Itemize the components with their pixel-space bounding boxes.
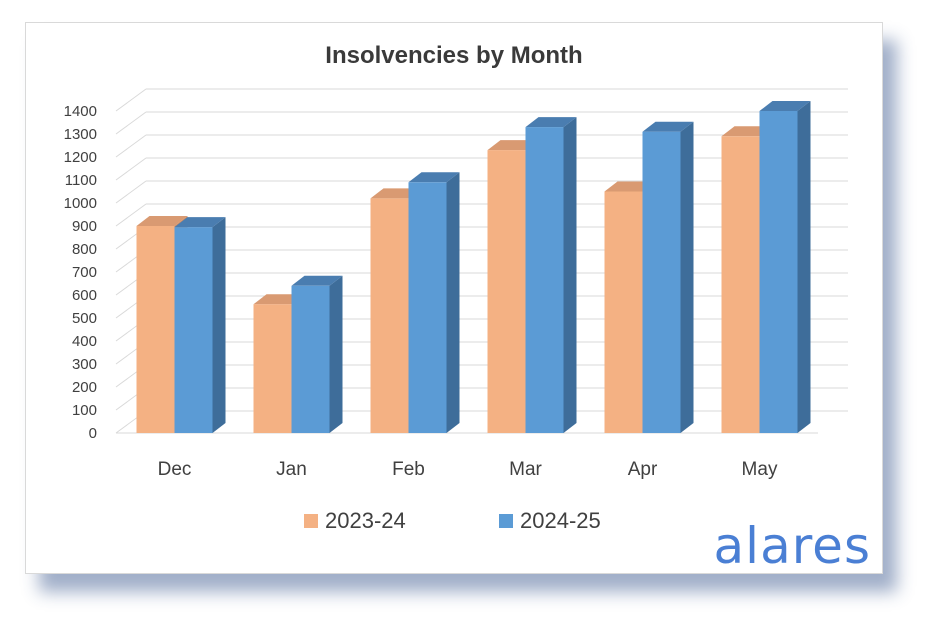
bar-front [291, 285, 330, 433]
legend: 2023-24 2024-25 [304, 508, 601, 533]
y-tick-label: 0 [89, 425, 97, 442]
x-axis: Dec Jan Feb Mar Apr May [158, 459, 778, 480]
bar-side [446, 172, 460, 434]
bar-top [408, 172, 460, 183]
y-tick-label: 900 [72, 218, 97, 235]
gridline-diagonal [115, 134, 147, 158]
bar-front [253, 304, 292, 433]
gridline-diagonal [115, 203, 147, 227]
bar-front [525, 127, 564, 433]
legend-swatch [499, 514, 513, 528]
chart-canvas: Insolvencies by Month 0 100 200 300 400 500 60… [64, 42, 871, 573]
bar-side [680, 121, 694, 433]
x-tick-label: Mar [509, 459, 542, 480]
gridline-diagonal [115, 88, 147, 112]
bar-top [136, 216, 188, 226]
y-tick-label: 1300 [64, 126, 97, 143]
bar-front [721, 136, 760, 434]
bar-front [487, 150, 526, 433]
y-tick-label: 1400 [64, 103, 97, 120]
bar-top [642, 121, 694, 132]
bar-front [642, 131, 681, 433]
y-tick-label: 1200 [64, 149, 97, 166]
bars [136, 101, 811, 434]
bar-2024-25-Dec [174, 217, 226, 433]
gridline-diagonal [115, 180, 147, 204]
y-tick-label: 800 [72, 241, 97, 258]
bar-2024-25-Jan [291, 275, 343, 433]
x-tick-label: Jan [276, 459, 307, 480]
bar-top [525, 117, 577, 128]
bar-side [797, 101, 811, 433]
bar-front [174, 227, 213, 433]
bar-top [759, 101, 811, 111]
alares-logo: alares [714, 517, 871, 573]
y-tick-label: 300 [72, 356, 97, 373]
gridline-diagonal [115, 157, 147, 181]
y-tick-label: 400 [72, 333, 97, 350]
bar-front [604, 191, 643, 433]
legend-label: 2023-24 [325, 508, 406, 533]
y-axis: 0 100 200 300 400 500 600 700 800 900 1000 1100 1200… [64, 103, 97, 442]
x-tick-label: May [742, 459, 778, 480]
gridline-diagonal [115, 111, 147, 135]
chart-card: Insolvencies by Month 0 100 200 300 400 500 60… [25, 22, 883, 574]
bar-front [759, 111, 798, 433]
bar-2024-25-Apr [642, 121, 694, 433]
y-tick-label: 1000 [64, 195, 97, 212]
bar-top [174, 217, 226, 228]
legend-item-2023-24: 2023-24 [304, 508, 406, 533]
bar-side [212, 217, 226, 433]
y-tick-label: 200 [72, 379, 97, 396]
bar-front [408, 182, 447, 433]
bar-2024-25-May [759, 101, 811, 433]
y-tick-label: 100 [72, 402, 97, 419]
bar-2024-25-Mar [525, 117, 577, 433]
x-tick-label: Feb [392, 459, 425, 480]
y-tick-label: 1100 [65, 172, 97, 189]
x-tick-label: Dec [158, 459, 192, 480]
y-tick-label: 500 [72, 310, 97, 327]
chart-title: Insolvencies by Month [325, 42, 582, 69]
bar-front [370, 198, 409, 433]
y-tick-label: 600 [72, 287, 97, 304]
legend-item-2024-25: 2024-25 [499, 508, 601, 533]
legend-label: 2024-25 [520, 508, 601, 533]
x-tick-label: Apr [628, 459, 658, 480]
bar-top [291, 275, 343, 286]
bar-2024-25-Feb [408, 172, 460, 434]
bar-side [563, 117, 577, 433]
legend-swatch [304, 514, 318, 528]
bar-side [329, 275, 343, 433]
bar-front [136, 226, 175, 433]
y-tick-label: 700 [72, 264, 97, 281]
